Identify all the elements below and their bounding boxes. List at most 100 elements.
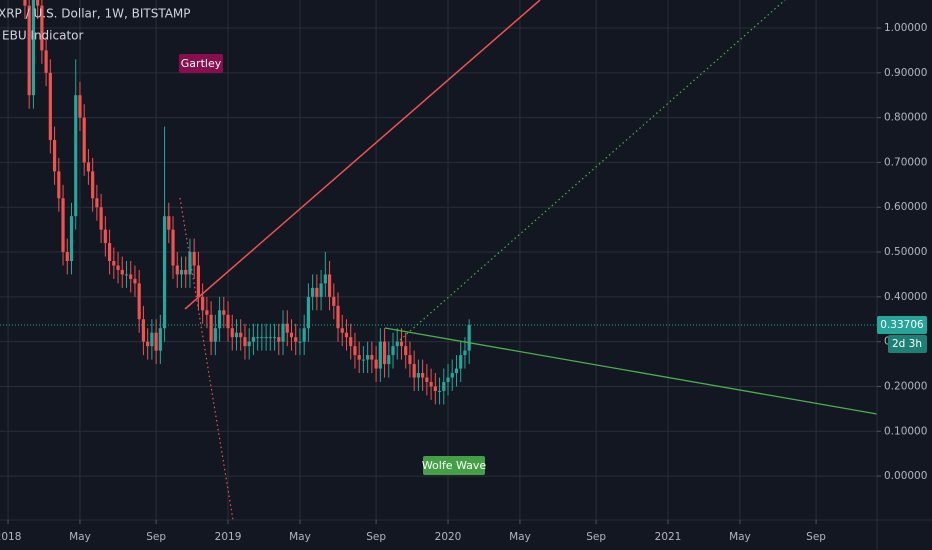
candle-body [264, 337, 268, 339]
candle-body [243, 337, 247, 347]
candle-body [99, 207, 103, 230]
candle-body [36, 0, 40, 6]
candle-body [463, 350, 467, 356]
candle-body [361, 359, 366, 361]
candle-body [69, 216, 74, 262]
y-tick-label: 0.80000 [884, 112, 927, 124]
candle-body [107, 243, 112, 262]
y-tick-label: 1.00000 [884, 22, 927, 34]
candle-body [323, 274, 327, 284]
candle-body [133, 278, 137, 284]
annotation: Wolfe Wave [422, 459, 487, 472]
candle-body [425, 377, 429, 382]
candle-body [285, 323, 289, 333]
candle-body [336, 305, 340, 329]
candle-body [382, 341, 387, 365]
candle-body [57, 171, 61, 199]
candle-body [116, 265, 120, 270]
candle-body [112, 261, 116, 266]
candle-body [306, 296, 311, 329]
x-tick-label: 2019 [215, 531, 242, 543]
candle-body [95, 198, 99, 208]
candle-body [311, 287, 315, 297]
candle-body [349, 337, 353, 347]
candle-body [378, 341, 382, 369]
candle-body [23, 0, 27, 6]
candle-body [162, 216, 167, 329]
drawings: Gartley Wolfe Wave [179, 0, 877, 520]
candle-body [137, 283, 141, 320]
candle-body [251, 337, 256, 342]
y-tick-label: 0.70000 [884, 156, 927, 168]
candle-body [175, 265, 179, 275]
candle-body [340, 328, 344, 333]
candle-body [192, 252, 196, 266]
candle-body [450, 373, 454, 378]
candle-body [429, 381, 433, 387]
x-tick-label: May [509, 531, 531, 543]
candle-body [442, 381, 446, 391]
candle-body [230, 328, 234, 338]
candle-body [209, 314, 213, 342]
candle-body [416, 373, 421, 378]
candle-body [366, 355, 370, 360]
candle-body [408, 355, 412, 365]
candle-body [141, 319, 146, 342]
candle-body [387, 355, 391, 365]
candle-body [74, 95, 78, 217]
candle-body [217, 310, 222, 329]
candle-body [374, 359, 378, 369]
candle-body [247, 341, 251, 347]
candle-body [268, 337, 272, 339]
trend-line [184, 0, 541, 310]
candle-body [201, 296, 205, 311]
candle-body [459, 355, 463, 369]
candle-body [82, 117, 86, 163]
candle-body [188, 252, 192, 275]
candle-body [421, 373, 425, 378]
candle-body [31, 0, 36, 96]
x-tick-label: May [289, 531, 311, 543]
annotation-box [423, 456, 485, 475]
candle-body [294, 337, 298, 342]
candle-body [65, 252, 69, 262]
price-label: 0.33706 [880, 319, 924, 331]
candle-body [319, 283, 323, 297]
candle-body [146, 341, 150, 347]
candle-body [213, 328, 217, 342]
candle-body [399, 341, 404, 347]
candle-body [239, 332, 243, 338]
candle-body [391, 346, 395, 356]
countdown-box [888, 335, 927, 354]
y-tick-label: 0.20000 [884, 380, 927, 392]
candle-body [289, 332, 294, 338]
candle-body [48, 72, 52, 141]
candle-body [120, 269, 124, 275]
candle-body [27, 5, 31, 96]
candle-body [61, 198, 65, 253]
x-tick-label: Sep [366, 531, 386, 543]
candle-body [327, 274, 332, 297]
x-tick-label: Sep [146, 531, 166, 543]
countdown-label: 2d 3h [892, 338, 922, 350]
annotation: Gartley [181, 57, 222, 70]
candle-body [150, 332, 154, 347]
candle-body [315, 287, 319, 297]
dotted-line [179, 197, 234, 520]
axes: 0.000000.100000.200000.300000.400000.500… [0, 22, 927, 543]
candle-body [454, 368, 459, 374]
candle-body [52, 140, 57, 172]
x-tick-label: May [729, 531, 751, 543]
candle-body [129, 274, 133, 279]
x-tick-label: Sep [586, 531, 606, 543]
candle-body [86, 162, 91, 172]
candle-body [353, 346, 357, 356]
candle-body [256, 337, 260, 339]
y-tick-label: 0.50000 [884, 246, 927, 258]
candle-body [184, 269, 188, 275]
candle-body [179, 269, 184, 275]
candle-body [222, 310, 226, 315]
annotation-box [179, 54, 223, 73]
